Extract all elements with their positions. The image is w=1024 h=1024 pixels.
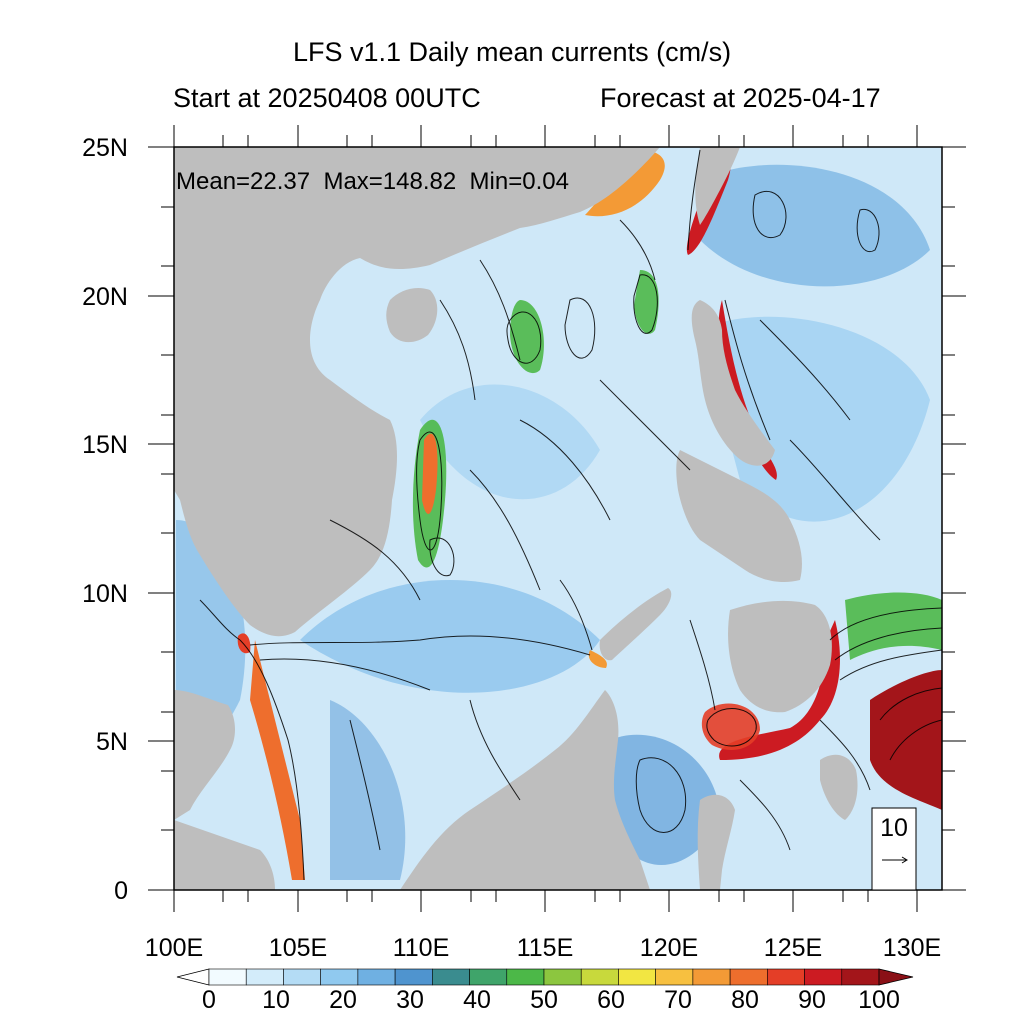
colorbar-label-80: 80 [731,986,759,1014]
colorbar-swatch [767,968,805,986]
land-hainan [386,288,438,343]
land-masses [174,147,858,890]
lon-label-120e: 120E [640,934,698,962]
latitude-labels: 0 5N 10N 15N 20N 25N [82,134,128,905]
lat-label-10n: 10N [82,580,128,608]
colorbar-label-0: 0 [202,986,216,1014]
colorbar-swatch [432,968,470,986]
lon-label-130e: 130E [883,934,941,962]
land-taiwan [695,147,740,225]
colorbar-swatch [618,968,656,986]
lat-label-15n: 15N [82,431,128,459]
colorbar-swatch [729,968,768,986]
lat-label-25n: 25N [82,134,128,162]
lat-label-5n: 5N [96,728,128,756]
lon-label-110e: 110E [393,934,450,962]
colorbar-swatch [655,968,694,986]
chart-title: LFS v1.1 Daily mean currents (cm/s) [292,37,732,67]
land-luzon [691,300,775,466]
land-sulawesi [697,794,735,890]
axis-ticks [148,125,966,912]
current-streamlines [199,149,942,881]
colorbar [176,968,914,986]
colorbar-label-50: 50 [530,986,558,1014]
colorbar-swatch [804,968,843,986]
colorbar-label-90: 90 [798,986,826,1014]
colorbar-swatch [841,968,880,986]
land-gulf-coast [174,690,235,820]
lon-label-105e: 105E [269,934,327,962]
start-time-label: Start at 20250408 00UTC [173,83,481,113]
land-palawan [599,588,672,661]
colorbar-underflow-triangle [176,968,210,986]
lon-label-125e: 125E [764,934,822,962]
reference-vector-box: 10 [871,807,917,891]
land-malay-peninsula [174,820,275,890]
land-borneo [400,690,650,890]
colorbar-swatch [208,968,247,986]
longitude-labels: 100E 105E 110E 115E 120E 125E 130E [145,934,941,962]
colorbar-swatch [543,968,582,986]
colorbar-swatch [245,968,284,986]
stats-label: Mean=22.37 Max=148.82 Min=0.04 [176,168,569,195]
colorbar-swatch [469,968,508,986]
reference-vector-label: 10 [880,814,908,842]
land-visayas [676,450,802,582]
colorbar-swatch [692,968,731,986]
plot-area [174,147,942,890]
lat-label-20n: 20N [82,283,128,311]
colorbar-overflow-triangle [878,968,914,986]
colorbar-swatch [580,968,619,986]
colorbar-label-30: 30 [396,986,424,1014]
plot-frame [173,146,943,891]
land-halmahera [820,754,858,820]
lon-label-115e: 115E [517,934,574,962]
current-speed-field [176,150,942,880]
colorbar-swatch [357,968,396,986]
land-mainland-asia [174,147,660,637]
colorbar-labels: 0 10 20 30 40 50 60 70 80 90 100 [202,986,900,1014]
colorbar-label-10: 10 [262,986,290,1014]
colorbar-swatch [283,968,321,986]
lat-label-0: 0 [114,877,128,905]
colorbar-label-40: 40 [463,986,491,1014]
colorbar-swatch [320,968,359,986]
colorbar-label-100: 100 [858,986,900,1014]
colorbar-swatch [506,968,545,986]
land-mindanao [728,600,832,713]
colorbar-swatch [394,968,433,986]
colorbar-label-60: 60 [597,986,625,1014]
colorbar-label-20: 20 [329,986,357,1014]
forecast-date-label: Forecast at 2025-04-17 [600,83,881,113]
lon-label-100e: 100E [145,934,203,962]
colorbar-label-70: 70 [664,986,692,1014]
